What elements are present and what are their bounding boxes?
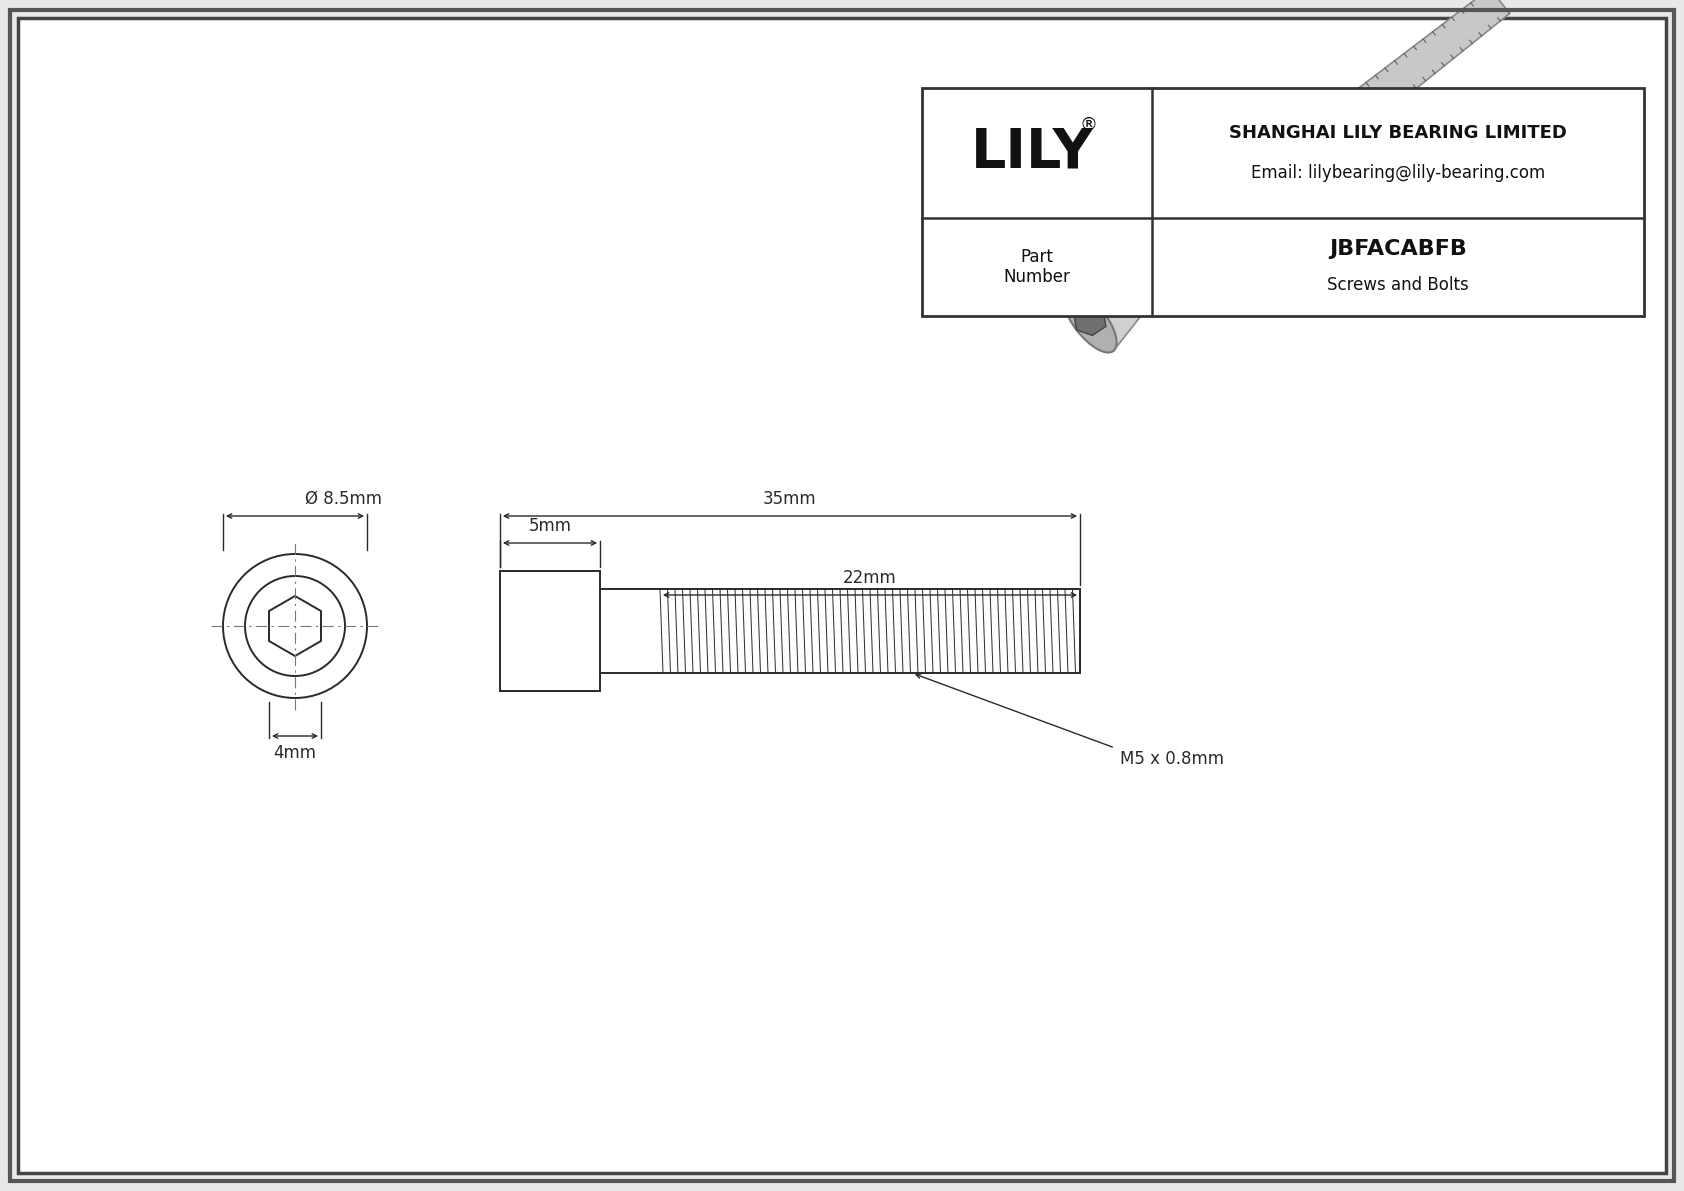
- Text: 5mm: 5mm: [529, 517, 571, 535]
- Text: 35mm: 35mm: [763, 490, 817, 509]
- FancyBboxPatch shape: [500, 570, 600, 691]
- Text: SHANGHAI LILY BEARING LIMITED: SHANGHAI LILY BEARING LIMITED: [1229, 125, 1566, 143]
- Text: Screws and Bolts: Screws and Bolts: [1327, 275, 1468, 294]
- Polygon shape: [1128, 0, 1509, 298]
- FancyBboxPatch shape: [923, 88, 1644, 316]
- Polygon shape: [1066, 263, 1155, 351]
- Text: M5 x 0.8mm: M5 x 0.8mm: [1120, 750, 1224, 768]
- Text: Part
Number: Part Number: [1004, 248, 1071, 286]
- Text: JBFACABFB: JBFACABFB: [1329, 239, 1467, 260]
- FancyBboxPatch shape: [19, 18, 1665, 1173]
- Text: 4mm: 4mm: [273, 744, 317, 762]
- Ellipse shape: [1063, 289, 1116, 353]
- Text: LILY: LILY: [970, 126, 1093, 180]
- Text: Email: lilybearing@lily-bearing.com: Email: lilybearing@lily-bearing.com: [1251, 163, 1546, 181]
- Text: Ø 8.5mm: Ø 8.5mm: [305, 490, 382, 509]
- Polygon shape: [1074, 306, 1106, 336]
- Text: ®: ®: [1079, 116, 1098, 135]
- Text: 22mm: 22mm: [844, 569, 898, 587]
